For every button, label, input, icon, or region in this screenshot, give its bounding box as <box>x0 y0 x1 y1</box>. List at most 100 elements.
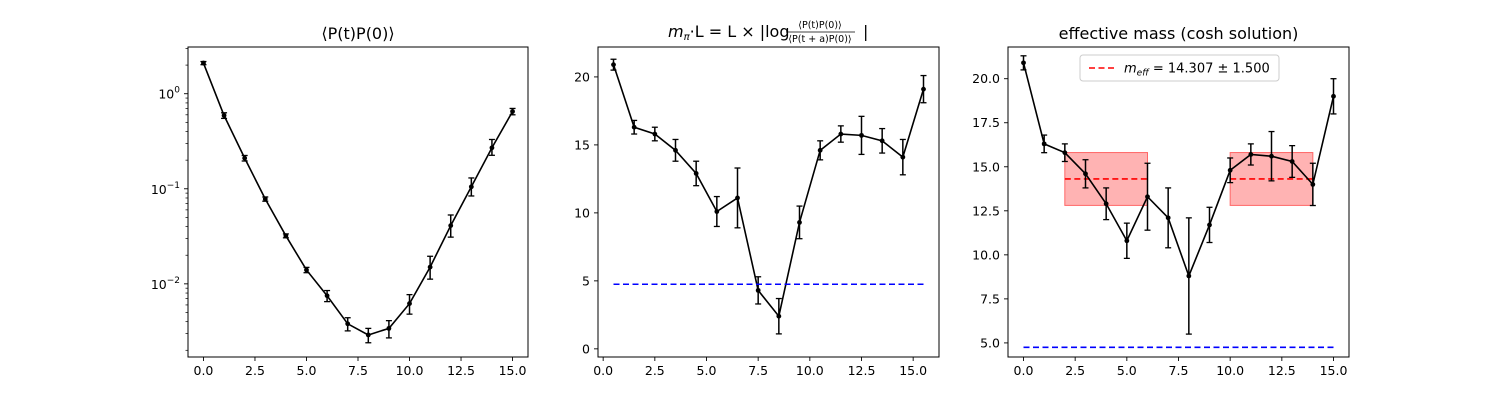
y-tick-label: 15 <box>574 137 590 152</box>
data-point <box>1331 93 1336 99</box>
data-point <box>324 293 330 299</box>
data-point <box>283 233 289 239</box>
x-tick-label: 7.5 <box>348 363 368 378</box>
legend-rest: = 14.307 ± 1.500 <box>1149 62 1270 77</box>
data-point <box>1145 194 1150 200</box>
y-tick-base: 10 <box>158 87 174 102</box>
data-point <box>1248 152 1254 157</box>
series-1 <box>1020 55 1337 335</box>
data-point <box>510 109 515 114</box>
y-tick-label: 0 <box>582 341 590 356</box>
x-tick-label: 0.0 <box>1014 363 1034 378</box>
y-tick-label: 17.5 <box>972 115 1000 130</box>
y-tick-base: 10 <box>151 277 167 292</box>
title-rest2: | <box>863 22 868 41</box>
data-point <box>489 145 495 151</box>
data-point <box>1124 238 1130 244</box>
data-point <box>304 267 309 273</box>
x-tick-label: 12.5 <box>447 363 475 378</box>
data-point <box>921 86 926 92</box>
chart-title: mπ·L = L × |log ⟨P(t)P(0)⟩ ⟨P(t + a)P(0)⟩ | <box>668 20 868 45</box>
data-line <box>612 64 925 319</box>
data-point <box>1207 222 1212 228</box>
data-point <box>365 332 371 338</box>
y-tick-label: 100 <box>158 86 180 102</box>
legend-label: meff = 14.307 ± 1.500 <box>1124 62 1270 79</box>
series-1 <box>610 58 927 335</box>
y-tick-base: 10 <box>151 182 167 197</box>
data-point <box>1165 215 1171 221</box>
data-point <box>693 171 699 176</box>
data-point <box>652 131 658 137</box>
x-tick-label: 12.5 <box>1268 363 1296 378</box>
x-tick-label: 10.0 <box>796 363 824 378</box>
data-point <box>879 138 885 144</box>
x-tick-label: 7.5 <box>748 363 768 378</box>
panel-3: 0.0 2.5 5.0 7.5 10.0 12.5 15.0 5.0 7.5 10.0 12.5 15… <box>972 24 1350 378</box>
data-point <box>345 321 351 327</box>
data-point <box>407 301 412 306</box>
x-tick-label: 10.0 <box>1216 363 1244 378</box>
y-tick-label: 10−2 <box>151 276 180 292</box>
x-tick-label: 15.0 <box>1320 363 1348 378</box>
x-tick-label: 5.0 <box>297 363 317 378</box>
series-1 <box>200 60 516 344</box>
y-tick-label: 5 <box>582 273 590 288</box>
data-point <box>262 196 268 202</box>
x-tick-label: 5.0 <box>1117 363 1137 378</box>
panel-1: 0.0 2.5 5.0 7.5 10.0 12.5 15.010010−110−2⟨P(t)… <box>151 24 529 378</box>
data-point <box>1062 150 1068 156</box>
data-point <box>859 132 864 138</box>
data-point <box>755 287 761 293</box>
data-point <box>735 195 740 201</box>
x-tick-label: 12.5 <box>848 363 876 378</box>
y-tick-exponent: −2 <box>167 276 180 286</box>
y-tick-label: 20.0 <box>972 71 1000 86</box>
data-point <box>631 124 637 130</box>
panel-2: 0.0 2.5 5.0 7.5 10.0 12.5 15.0 0 5 10 15 20 mπ·L = L… <box>574 20 940 378</box>
data-point <box>1289 159 1295 164</box>
y-tick-label: 10−1 <box>151 181 180 197</box>
data-point <box>1021 60 1026 66</box>
data-point <box>1227 167 1233 173</box>
data-line <box>1022 62 1335 279</box>
x-tick-label: 0.0 <box>593 363 613 378</box>
y-tick-label: 15.0 <box>972 159 1000 174</box>
y-tick-label: 10 <box>574 205 590 220</box>
y-tick-label: 10.0 <box>972 247 1000 262</box>
legend-sub: eff <box>1137 69 1151 79</box>
legend-box <box>1079 54 1280 82</box>
title-sub: π <box>684 32 691 43</box>
data-point <box>448 223 454 228</box>
title-denominator: ⟨P(t + a)P(0)⟩ <box>788 34 851 45</box>
title-main: mπ·L = L × |log <box>668 22 789 43</box>
data-point <box>1310 181 1316 187</box>
x-tick-label: 15.0 <box>499 363 527 378</box>
data-point <box>201 60 206 66</box>
x-tick-label: 2.5 <box>645 363 665 378</box>
data-point <box>468 184 474 190</box>
data-point <box>611 62 616 68</box>
data-point <box>673 147 678 153</box>
data-point <box>1103 201 1109 207</box>
y-tick-label: 5.0 <box>980 335 1000 350</box>
y-tick-label: 7.5 <box>980 291 1000 306</box>
data-point <box>1186 273 1192 279</box>
chart-title: effective mass (cosh solution) <box>1059 24 1299 43</box>
y-tick-exponent: −1 <box>167 181 180 191</box>
x-tick-label: 7.5 <box>1169 363 1189 378</box>
data-point <box>1083 171 1088 177</box>
y-tick-label: 12.5 <box>972 203 1000 218</box>
x-tick-label: 5.0 <box>697 363 717 378</box>
x-tick-label: 2.5 <box>1065 363 1085 378</box>
title-rest1: ·L = L × |log <box>690 22 790 41</box>
data-point <box>714 209 720 214</box>
legend-var: m <box>1124 62 1137 77</box>
data-point <box>242 155 248 161</box>
data-point <box>427 264 433 270</box>
title-numerator: ⟨P(t)P(0)⟩ <box>798 20 841 31</box>
y-tick-exponent: 0 <box>174 86 180 96</box>
data-point <box>838 131 844 137</box>
data-point <box>900 154 906 160</box>
